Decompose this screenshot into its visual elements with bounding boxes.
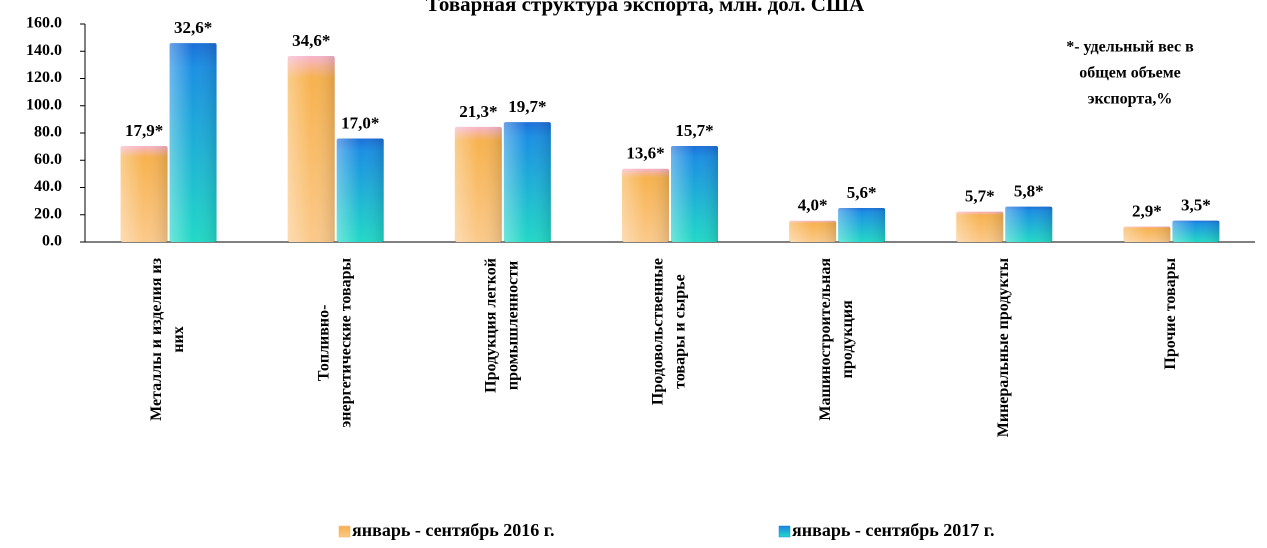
bar-label: 5,8* [1014,181,1044,200]
bar-shine [1123,226,1171,242]
x-tick-label: промышленности [505,261,522,390]
legend-swatch [338,525,351,538]
y-tick-label: 160.0 [26,15,62,32]
bar-shine [503,122,551,242]
x-tick-label: Металлы и изделия из [148,257,165,420]
bar-label: 17,9* [125,121,163,140]
bar-shine [789,220,837,242]
note-line: общем объеме [1079,65,1181,82]
x-tick-label: продукция [839,300,856,378]
bar-label: 34,6* [292,31,330,50]
x-tick-label: Продовольственные [650,258,667,405]
legend-label: январь - сентябрь 2017 г. [792,520,994,540]
y-tick-label: 0.0 [42,233,62,250]
legend-label: январь - сентябрь 2016 г. [352,520,554,540]
bar-label: 5,6* [847,183,877,202]
bar-label: 32,6* [174,18,212,37]
bar-shine [838,207,886,242]
bar-shine [1172,220,1220,242]
bar-label: 21,3* [459,102,497,121]
x-tick-label: Топливно- [315,305,332,382]
bar-shine [454,126,502,242]
y-tick-label: 20.0 [34,205,62,222]
bar-label: 13,6* [626,144,664,163]
note-line: *- удельный вес в [1066,39,1194,56]
x-tick-label: энергетические товары [337,257,354,427]
bar-shine [956,211,1004,242]
x-tick-label: Прочие товары [1162,258,1179,370]
x-tick-label: Продукция легкой [483,258,500,393]
note-line: экспорта,% [1088,91,1173,108]
bar-shine [169,43,217,243]
bar-label: 4,0* [798,196,828,215]
bar-label: 2,9* [1132,201,1162,220]
legend-swatch [778,525,791,538]
x-tick-label: них [170,326,187,352]
bar-shine [671,145,718,242]
bar-label: 17,0* [341,113,379,132]
x-tick-label: Машиностроительная [817,258,834,421]
bar-label: 15,7* [675,121,713,140]
bar-shine [120,145,168,242]
bar-shine [1005,206,1053,242]
y-tick-label: 80.0 [34,124,62,141]
y-tick-label: 60.0 [34,151,62,168]
bar-label: 5,7* [965,187,995,206]
y-tick-label: 120.0 [26,69,62,86]
bar-shine [287,56,335,242]
bar-shine [336,138,384,242]
y-tick-label: 40.0 [34,178,62,195]
bar-label: 3,5* [1181,196,1211,215]
x-tick-label: товары и сырье [672,274,689,389]
x-tick-label: Минеральные продукты [995,257,1012,437]
y-tick-label: 140.0 [26,42,62,59]
bar-shine [622,168,669,242]
bar-label: 19,7* [508,97,546,116]
y-tick-label: 100.0 [26,96,62,113]
chart-title: Товарная структура экспорта, млн. дол. С… [426,0,865,16]
